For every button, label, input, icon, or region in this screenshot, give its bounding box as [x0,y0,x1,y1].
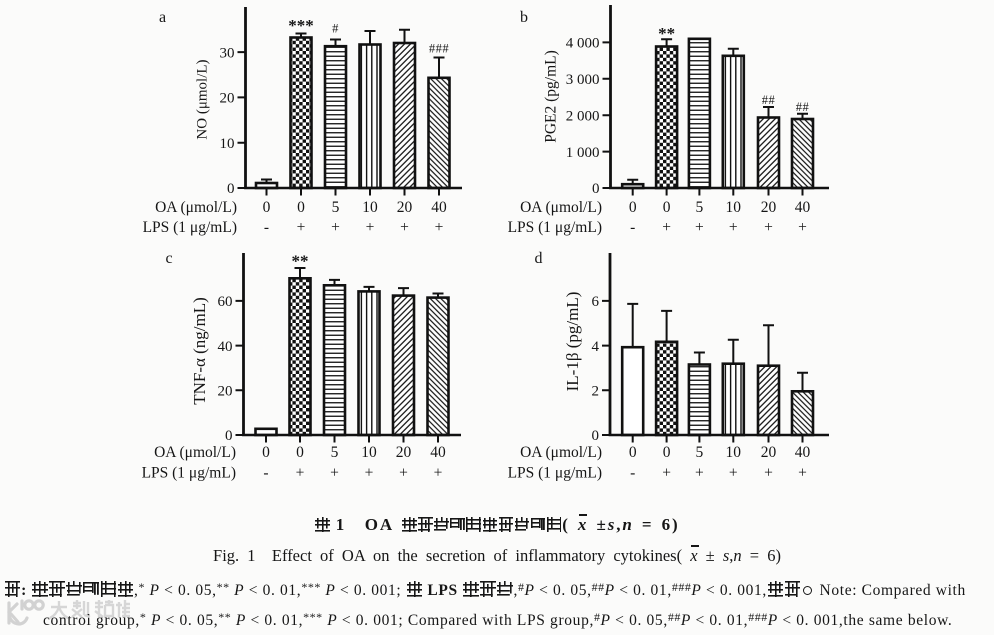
svg-text:**: ** [292,252,309,271]
svg-text:5: 5 [331,444,339,461]
svg-text:3 000: 3 000 [566,72,600,88]
svg-text:-: - [630,219,635,236]
svg-text:##: ## [762,93,776,107]
svg-text:TNF-α (ng/mL): TNF-α (ng/mL) [190,297,209,405]
svg-text:+: + [764,465,773,482]
svg-text:+: + [400,219,409,236]
svg-text:#: # [332,22,339,36]
svg-text:***: *** [288,16,314,35]
svg-text:+: + [662,465,671,482]
svg-text:b: b [520,9,528,26]
svg-text:###: ### [429,42,450,56]
svg-text:5: 5 [696,444,704,461]
svg-text:0: 0 [629,444,637,461]
svg-text:30: 30 [220,45,235,61]
svg-text:0: 0 [663,444,671,461]
svg-text:a: a [159,9,166,26]
svg-text:0: 0 [592,428,600,444]
svg-text:+: + [331,219,340,236]
svg-text:20: 20 [220,91,235,107]
svg-text:5: 5 [696,199,704,216]
svg-text:40: 40 [795,444,811,461]
svg-text:+: + [662,219,671,236]
svg-text:+: + [798,465,807,482]
svg-text:2: 2 [592,384,600,400]
svg-text:0: 0 [296,444,304,461]
svg-text:4: 4 [592,339,600,355]
svg-text:LPS (1 μg/mL): LPS (1 μg/mL) [143,219,237,236]
svg-text:40: 40 [430,444,446,461]
svg-text:0: 0 [227,181,235,197]
svg-text:c: c [166,250,173,267]
svg-text:5: 5 [332,199,340,216]
svg-text:+: + [434,465,443,482]
svg-text:+: + [399,465,408,482]
svg-text:0: 0 [592,181,600,197]
svg-text:10: 10 [220,136,235,152]
svg-text:##: ## [796,100,810,114]
svg-text:0: 0 [263,199,271,216]
svg-text:+: + [366,219,375,236]
svg-text:20: 20 [397,199,413,216]
svg-text:PGE2 (pg/mL): PGE2 (pg/mL) [543,50,560,143]
svg-text:OA (μmol/L): OA (μmol/L) [520,199,602,216]
svg-text:0: 0 [225,428,233,444]
svg-text:20: 20 [761,199,777,216]
svg-text:-: - [263,465,268,482]
svg-text:NO (μmol/L): NO (μmol/L) [195,59,211,139]
svg-text:40: 40 [218,339,233,355]
svg-text:4 000: 4 000 [566,36,600,52]
svg-text:6: 6 [592,294,600,310]
svg-text:40: 40 [795,199,811,216]
svg-text:0: 0 [262,444,270,461]
svg-text:+: + [764,219,773,236]
svg-text:10: 10 [726,444,742,461]
svg-text:d: d [535,250,543,267]
svg-text:+: + [729,465,738,482]
svg-text:+: + [296,465,305,482]
svg-text:+: + [798,219,807,236]
svg-text:10: 10 [726,199,742,216]
svg-text:+: + [365,465,374,482]
svg-text:OA (μmol/L): OA (μmol/L) [520,444,602,461]
svg-text:+: + [729,219,738,236]
svg-text:0: 0 [297,199,305,216]
svg-text:+: + [435,219,444,236]
svg-text:2 000: 2 000 [566,108,600,124]
svg-text:10: 10 [361,444,377,461]
svg-text:20: 20 [761,444,777,461]
svg-text:+: + [297,219,306,236]
svg-text:10: 10 [362,199,378,216]
svg-text:LPS (1 μg/mL): LPS (1 μg/mL) [142,465,236,482]
svg-text:60: 60 [218,294,233,310]
svg-text:OA (μmol/L): OA (μmol/L) [155,199,237,216]
svg-text:+: + [330,465,339,482]
svg-text:OA (μmol/L): OA (μmol/L) [154,444,236,461]
svg-text:LPS (1 μg/mL): LPS (1 μg/mL) [508,465,602,482]
svg-text:40: 40 [431,199,447,216]
svg-text:20: 20 [218,384,233,400]
svg-text:+: + [695,219,704,236]
svg-text:0: 0 [663,199,671,216]
svg-text:1 000: 1 000 [566,145,600,161]
svg-text:LPS (1 μg/mL): LPS (1 μg/mL) [508,219,602,236]
svg-text:0: 0 [629,199,637,216]
svg-text:-: - [264,219,269,236]
svg-text:-: - [630,465,635,482]
svg-text:+: + [695,465,704,482]
svg-text:**: ** [658,24,675,43]
svg-text:20: 20 [396,444,412,461]
svg-text:IL-1β (pg/mL): IL-1β (pg/mL) [563,292,582,392]
